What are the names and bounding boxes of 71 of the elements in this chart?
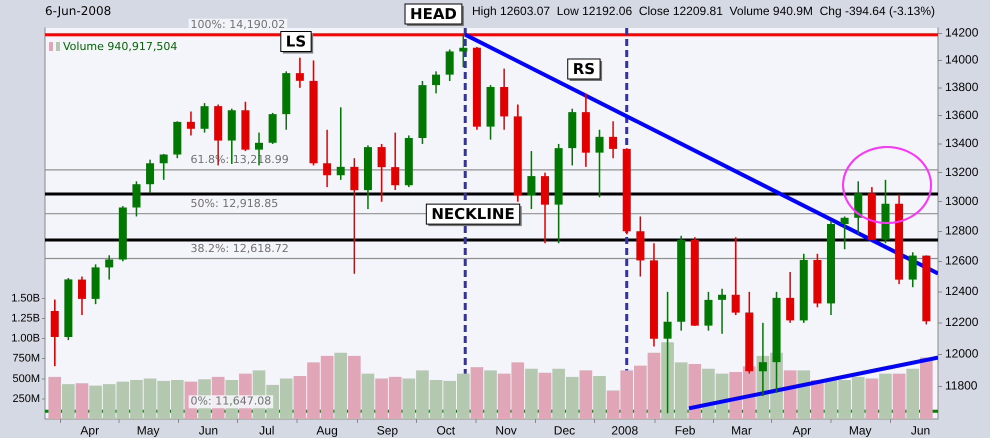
- candlestick: [186, 110, 195, 136]
- ref-line-label: 38.2%: 12,618.72: [190, 242, 289, 255]
- y-tick-label: 12600: [945, 254, 979, 268]
- ref-line-label: 0%: 11,647.08: [190, 394, 272, 408]
- candlestick: [664, 291, 672, 414]
- candlestick: [732, 236, 740, 316]
- annotation: NECKLINE: [431, 204, 515, 223]
- candlestick: [323, 129, 332, 188]
- y2-tick-label: 750M: [12, 352, 40, 365]
- candlestick: [160, 153, 168, 181]
- candlestick: [146, 158, 154, 194]
- candlestick: [350, 157, 358, 275]
- x-tick-label: Apr: [80, 424, 100, 438]
- text: HEAD: [410, 4, 457, 23]
- candlestick: [200, 102, 209, 134]
- chart-subtitle: High 12603.07 Low 12192.06 Close 12209.81 Volume 940.9M Chg -394.64 (-3.13%): [472, 4, 935, 18]
- y-tick-label: 13400: [945, 136, 979, 150]
- x-tick-label: Oct: [436, 424, 456, 438]
- y-tick-label: 13000: [945, 194, 979, 208]
- candlestick: [908, 252, 917, 288]
- ref-line-label: 50%: 12,918.85: [190, 197, 278, 210]
- y-tick-label: 12400: [945, 284, 979, 298]
- candlestick: [296, 56, 304, 89]
- x-tick-label: Dec: [554, 424, 576, 438]
- y-tick-label: 14200: [945, 26, 979, 40]
- x-tick-label: Jun: [198, 424, 218, 438]
- chart-title: 6-Jun-2008: [45, 4, 112, 18]
- candlestick: [105, 254, 114, 280]
- x-tick-label: Jul: [259, 424, 274, 438]
- candlestick: [840, 216, 849, 250]
- x-tick-label: Aug: [316, 424, 338, 438]
- annotation: RS: [572, 60, 596, 78]
- candlestick: [609, 120, 618, 159]
- y-tick-label: 12200: [945, 315, 979, 330]
- y2-tick-label: 1.50B: [11, 292, 40, 304]
- x-tick-label: Apr: [792, 424, 812, 438]
- candlestick: [459, 34, 468, 68]
- candlestick: [595, 129, 604, 198]
- candlestick: [446, 48, 454, 82]
- candlestick: [432, 70, 440, 94]
- x-tick-label: May: [136, 424, 160, 438]
- x-tick-label: May: [848, 424, 872, 438]
- ref-line-label: 100%: 14,190.02: [190, 18, 286, 32]
- candlestick: [786, 271, 794, 324]
- y-tick-label: 11800: [945, 378, 978, 393]
- candlestick: [78, 276, 86, 316]
- annotation: LS: [286, 32, 306, 50]
- x-tick-label: Mar: [731, 424, 752, 438]
- y2-tick-label: 250M: [12, 392, 40, 405]
- x-tick-label: Feb: [674, 424, 696, 438]
- y-tick-label: 13800: [945, 80, 979, 94]
- y-tick-label: 12000: [945, 346, 979, 361]
- legend-label: Volume 940,917,504: [63, 40, 178, 53]
- x-tick-label: Nov: [495, 424, 517, 438]
- y-tick-label: 12800: [945, 224, 979, 238]
- candlestick: [391, 132, 400, 191]
- candlestick: [718, 288, 726, 335]
- y2-tick-label: 1.00B: [11, 332, 40, 345]
- candlestick: [758, 322, 767, 397]
- x-tick-label: Sep: [376, 424, 398, 438]
- y-tick-label: 13200: [945, 164, 979, 179]
- x-tick-label: 2008: [611, 424, 638, 438]
- candlestick: [336, 106, 345, 181]
- y-tick-label: 14000: [945, 52, 979, 67]
- y-tick-label: 13600: [945, 108, 979, 122]
- candlestick: [132, 180, 140, 218]
- x-tick-label: Jun: [910, 424, 930, 438]
- y2-tick-label: 500M: [12, 372, 40, 385]
- candlestick: [527, 150, 536, 210]
- y2-tick-label: 1.25B: [11, 312, 40, 324]
- candlestick: [378, 143, 386, 202]
